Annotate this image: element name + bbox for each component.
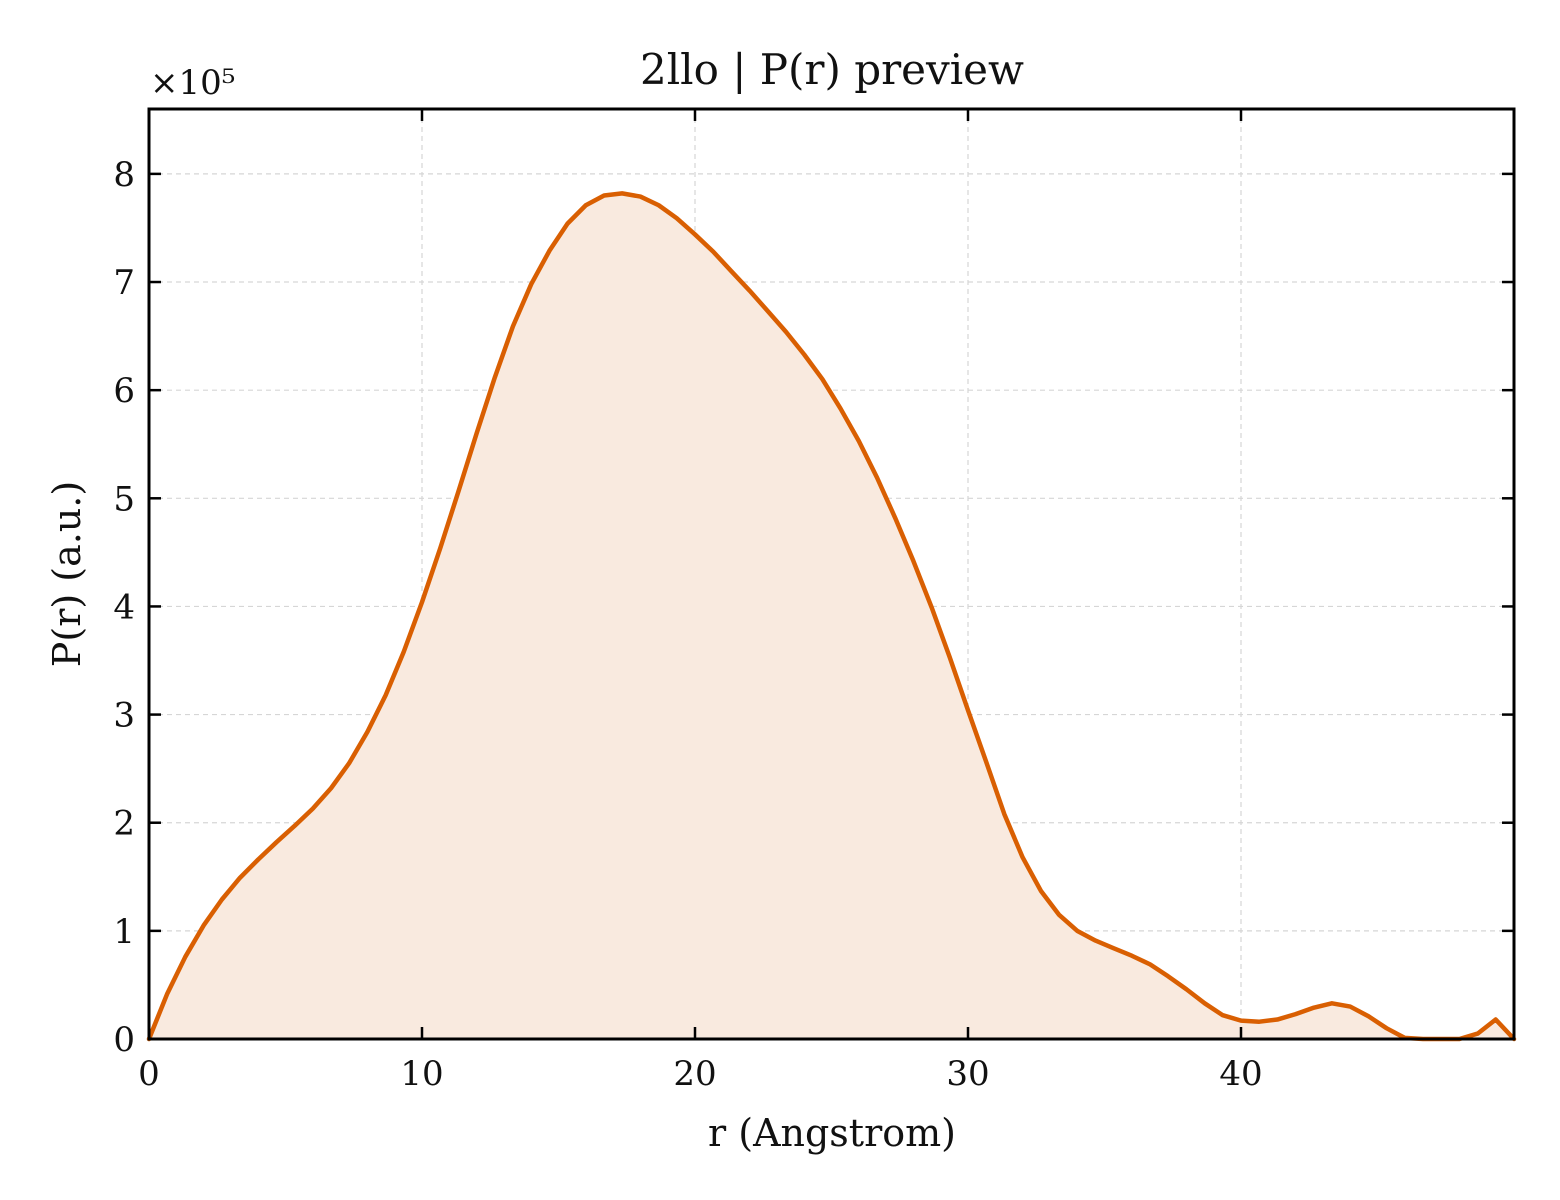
x-tick-label: 0	[138, 1054, 160, 1094]
x-tick-label: 30	[946, 1054, 989, 1094]
pr-series-line	[146, 191, 1517, 1042]
y-tick-label: 2	[113, 804, 135, 844]
plot-frame	[147, 107, 1516, 1041]
x-tick-label: 10	[400, 1054, 443, 1094]
y-tick-label: 7	[113, 263, 135, 303]
chart-title: 2llo | P(r) preview	[640, 45, 1024, 94]
x-tick-label: 20	[673, 1054, 716, 1094]
y-tick-label: 1	[113, 912, 135, 952]
y-axis-label: P(r) (a.u.)	[45, 481, 89, 667]
x-axis-label: r (Angstrom)	[708, 1111, 956, 1155]
y-tick-label: 6	[113, 371, 135, 411]
y-tick-label: 8	[113, 155, 135, 195]
pr-area-fill	[149, 193, 1514, 1040]
x-tick-label: 40	[1219, 1054, 1262, 1094]
y-tick-label: 5	[113, 479, 135, 519]
axis-ticks: 0 10 20 30 40 0 1 2 3 4 5 6 7 8	[113, 109, 1514, 1094]
y-tick-label: 3	[113, 696, 135, 736]
y-tick-label: 0	[113, 1020, 135, 1060]
y-axis-multiplier: ×10⁵	[150, 63, 235, 103]
y-tick-label: 4	[113, 587, 135, 627]
